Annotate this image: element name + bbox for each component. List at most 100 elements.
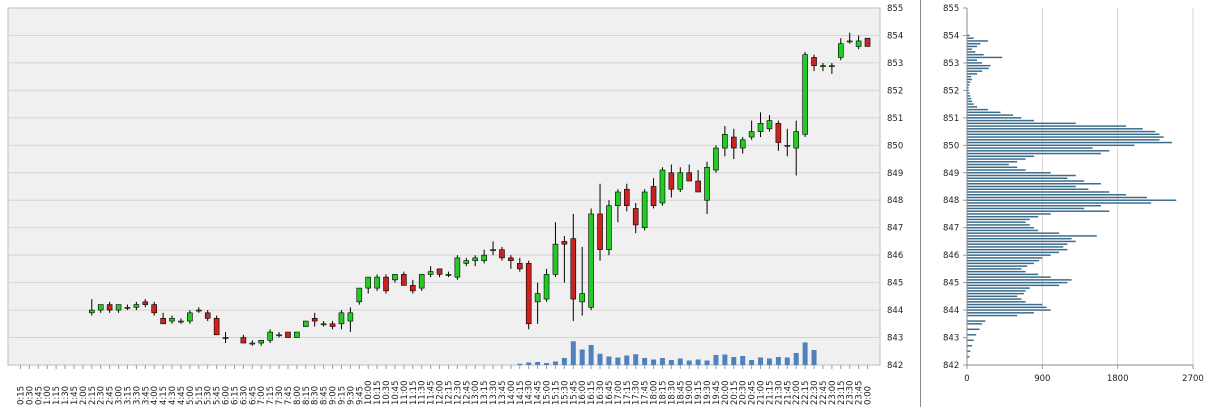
- candle-body: [463, 260, 470, 264]
- x-tick-label: 22:45: [819, 381, 829, 406]
- profile-bar: [967, 284, 1060, 287]
- x-tick-label: 5:45: [213, 386, 223, 405]
- profile-bar: [967, 210, 1110, 212]
- profile-bar: [967, 257, 1043, 259]
- candle-body: [418, 274, 425, 289]
- x-tick-label: 9:00: [329, 386, 339, 405]
- profile-bar: [967, 191, 1110, 193]
- profile-bar: [967, 73, 978, 75]
- x-tick-label: 18:00: [650, 381, 660, 406]
- x-tick-label: 15:00: [543, 381, 553, 406]
- volume-bar: [570, 341, 576, 365]
- y-tick-label: 852: [943, 86, 959, 96]
- profile-bar: [967, 196, 1147, 199]
- profile-bar: [967, 262, 1034, 265]
- profile-bar: [967, 254, 1051, 256]
- x-tick-label: 11:45: [427, 381, 437, 406]
- profile-bar: [967, 70, 983, 72]
- profile-bar: [967, 356, 970, 358]
- profile-bar: [967, 350, 971, 353]
- x-tick-label: 19:45: [712, 381, 722, 406]
- candle-body: [597, 213, 603, 250]
- x-tick-label: 6:00: [222, 386, 232, 405]
- profile-bar: [967, 81, 971, 83]
- x-tick-label: 13:15: [480, 381, 490, 406]
- candle-body: [722, 134, 728, 149]
- candle-body: [606, 205, 612, 250]
- profile-bar: [967, 279, 1072, 281]
- profile-bar: [967, 303, 1043, 306]
- x-tick-label: 20:00: [721, 381, 731, 406]
- x-tick-label: 12:00: [436, 381, 446, 406]
- volume-bar: [544, 363, 550, 365]
- profile-bar: [967, 218, 1030, 221]
- y-tick-label: 843: [943, 334, 959, 344]
- x-tick-label: 5:00: [186, 386, 196, 405]
- profile-bar: [967, 202, 1152, 204]
- candle-body: [356, 287, 363, 303]
- profile-bar: [967, 183, 1101, 185]
- profile-bar: [967, 314, 1018, 317]
- candle-body: [392, 274, 398, 281]
- x-tick-label: 19:30: [703, 381, 713, 406]
- profile-bar: [967, 301, 1026, 303]
- profile-bar: [967, 158, 1026, 160]
- candle-body: [579, 293, 586, 303]
- x-tick-label: 15:15: [551, 381, 561, 406]
- x-tick-label: 12:30: [453, 381, 463, 406]
- profile-bar: [967, 117, 1022, 119]
- profile-bar: [967, 221, 1026, 223]
- volume-bar: [659, 358, 665, 365]
- volume-bar: [588, 345, 594, 365]
- x-tick-label: 9:30: [346, 386, 356, 405]
- x-tick-label: 7:00: [257, 386, 267, 405]
- candle-body: [347, 312, 354, 322]
- volume-bar: [615, 357, 621, 365]
- candle-body: [623, 188, 630, 207]
- y-tick-label: 853: [943, 59, 959, 69]
- candle-body: [837, 43, 844, 58]
- candle-body: [133, 304, 140, 308]
- candle-body: [160, 318, 166, 325]
- x-tick-label: 0:00: [864, 386, 874, 405]
- y-tick-label: 855: [887, 4, 903, 14]
- x-tick-label: 11:30: [418, 381, 428, 406]
- candle-body: [276, 334, 282, 337]
- x-tick-label: 1:30: [61, 386, 71, 405]
- candle-body: [490, 249, 496, 251]
- x-tick-label: 6:15: [230, 386, 240, 405]
- x-tick-label: 17:45: [641, 381, 651, 406]
- profile-bar: [967, 84, 970, 86]
- candle-body: [632, 208, 639, 226]
- profile-bar: [967, 152, 1101, 155]
- x-tick-label: 7:30: [275, 386, 285, 405]
- candle-body: [802, 54, 808, 135]
- profile-bar: [967, 312, 1034, 314]
- x-tick-label: 16:30: [596, 381, 606, 406]
- profile-bar: [967, 199, 1177, 201]
- candle-body: [106, 304, 113, 311]
- x-tick-label: 2:00: [79, 386, 89, 405]
- candle-body: [267, 331, 273, 341]
- volume-bar: [668, 360, 674, 365]
- volume-bar: [775, 357, 781, 365]
- profile-bar: [967, 339, 974, 342]
- candle-body: [124, 307, 131, 309]
- y-tick-label: 850: [887, 141, 903, 151]
- x-tick-label: 3:45: [141, 386, 151, 405]
- x-tick-label: 8:45: [320, 386, 330, 405]
- x-tick-label: 23:45: [855, 381, 865, 406]
- x-tick-label: 11:15: [409, 381, 419, 406]
- x-tick-label: 20:30: [739, 381, 749, 406]
- y-tick-label: 852: [887, 86, 903, 96]
- x-tick-label: 2700: [1182, 374, 1204, 384]
- candle-body: [374, 276, 380, 289]
- y-tick-label: 846: [887, 251, 903, 261]
- y-tick-label: 849: [943, 169, 959, 179]
- candle-body: [151, 304, 158, 314]
- x-tick-label: 17:30: [632, 381, 642, 406]
- profile-bar: [967, 298, 1022, 300]
- candle-body: [178, 320, 184, 323]
- volume-bar: [517, 363, 523, 365]
- x-tick-label: 6:30: [239, 386, 249, 405]
